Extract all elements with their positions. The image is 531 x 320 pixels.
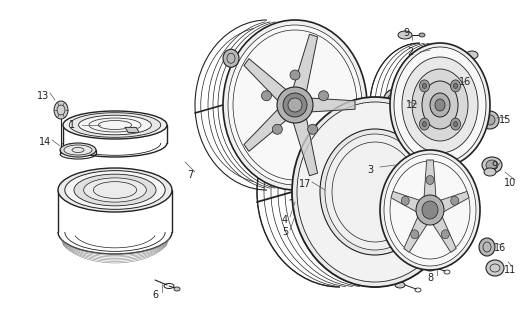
Text: 11: 11 xyxy=(504,265,516,275)
Text: 3: 3 xyxy=(367,165,373,175)
Ellipse shape xyxy=(466,51,478,59)
Ellipse shape xyxy=(79,115,151,135)
Ellipse shape xyxy=(223,20,367,190)
Ellipse shape xyxy=(74,174,156,206)
Ellipse shape xyxy=(58,168,172,212)
Ellipse shape xyxy=(422,81,458,129)
Text: 2: 2 xyxy=(407,47,413,57)
Ellipse shape xyxy=(384,154,476,266)
Text: 16: 16 xyxy=(459,77,471,87)
Ellipse shape xyxy=(419,80,430,92)
Polygon shape xyxy=(424,160,436,198)
Polygon shape xyxy=(293,34,318,94)
Ellipse shape xyxy=(65,171,165,209)
Ellipse shape xyxy=(290,70,300,80)
Text: 6: 6 xyxy=(152,290,158,300)
Ellipse shape xyxy=(54,101,68,119)
Ellipse shape xyxy=(402,57,478,153)
Ellipse shape xyxy=(412,69,468,141)
Ellipse shape xyxy=(453,122,458,127)
Ellipse shape xyxy=(325,134,425,250)
Polygon shape xyxy=(244,108,288,151)
Polygon shape xyxy=(244,59,288,102)
Ellipse shape xyxy=(484,168,496,176)
Polygon shape xyxy=(293,116,318,176)
Ellipse shape xyxy=(453,84,458,88)
Ellipse shape xyxy=(423,122,426,127)
Ellipse shape xyxy=(174,287,180,291)
Text: 13: 13 xyxy=(37,91,49,101)
Ellipse shape xyxy=(451,118,460,130)
Ellipse shape xyxy=(64,145,92,155)
Ellipse shape xyxy=(320,129,430,255)
Ellipse shape xyxy=(430,93,450,117)
Polygon shape xyxy=(391,191,421,212)
Ellipse shape xyxy=(481,111,499,129)
Ellipse shape xyxy=(398,31,412,39)
Ellipse shape xyxy=(419,118,430,130)
Text: 14: 14 xyxy=(39,137,51,147)
Ellipse shape xyxy=(69,113,161,137)
Polygon shape xyxy=(432,216,456,252)
Polygon shape xyxy=(309,98,355,112)
Text: 15: 15 xyxy=(499,115,511,125)
Ellipse shape xyxy=(486,160,498,170)
Text: 9: 9 xyxy=(403,28,409,38)
Ellipse shape xyxy=(401,196,409,205)
Ellipse shape xyxy=(60,143,96,157)
Ellipse shape xyxy=(419,33,425,37)
Ellipse shape xyxy=(383,89,407,115)
Ellipse shape xyxy=(485,115,495,125)
Text: 1: 1 xyxy=(69,120,75,130)
Text: 17: 17 xyxy=(299,179,311,189)
Polygon shape xyxy=(440,191,469,212)
Ellipse shape xyxy=(288,98,302,112)
Ellipse shape xyxy=(482,157,502,173)
Ellipse shape xyxy=(297,102,453,282)
Text: 16: 16 xyxy=(494,243,506,253)
Ellipse shape xyxy=(277,87,313,123)
Ellipse shape xyxy=(486,260,504,276)
Ellipse shape xyxy=(395,282,405,288)
Ellipse shape xyxy=(423,84,426,88)
Ellipse shape xyxy=(451,196,459,205)
Polygon shape xyxy=(125,127,139,132)
Ellipse shape xyxy=(425,265,435,271)
Ellipse shape xyxy=(390,43,490,167)
Polygon shape xyxy=(404,216,428,252)
Ellipse shape xyxy=(387,93,403,111)
Ellipse shape xyxy=(479,238,495,256)
Text: 12: 12 xyxy=(406,100,418,110)
Ellipse shape xyxy=(422,201,438,219)
Text: 10: 10 xyxy=(504,178,516,188)
Text: 7: 7 xyxy=(187,170,193,180)
Ellipse shape xyxy=(380,150,480,270)
Ellipse shape xyxy=(319,91,329,101)
Text: 8: 8 xyxy=(427,273,433,283)
Ellipse shape xyxy=(441,230,449,239)
Text: 9: 9 xyxy=(491,161,497,171)
Ellipse shape xyxy=(84,178,147,202)
Ellipse shape xyxy=(223,49,239,67)
Text: 4: 4 xyxy=(282,215,288,225)
Ellipse shape xyxy=(292,97,458,287)
Ellipse shape xyxy=(435,99,445,111)
Ellipse shape xyxy=(261,91,271,101)
Ellipse shape xyxy=(416,195,444,225)
Ellipse shape xyxy=(228,25,362,185)
Ellipse shape xyxy=(283,93,307,117)
Ellipse shape xyxy=(307,124,318,134)
Ellipse shape xyxy=(426,175,434,185)
Ellipse shape xyxy=(394,47,486,163)
Text: 5: 5 xyxy=(282,227,288,237)
Ellipse shape xyxy=(272,124,282,134)
Ellipse shape xyxy=(410,230,419,239)
Ellipse shape xyxy=(63,111,167,139)
Ellipse shape xyxy=(451,80,460,92)
